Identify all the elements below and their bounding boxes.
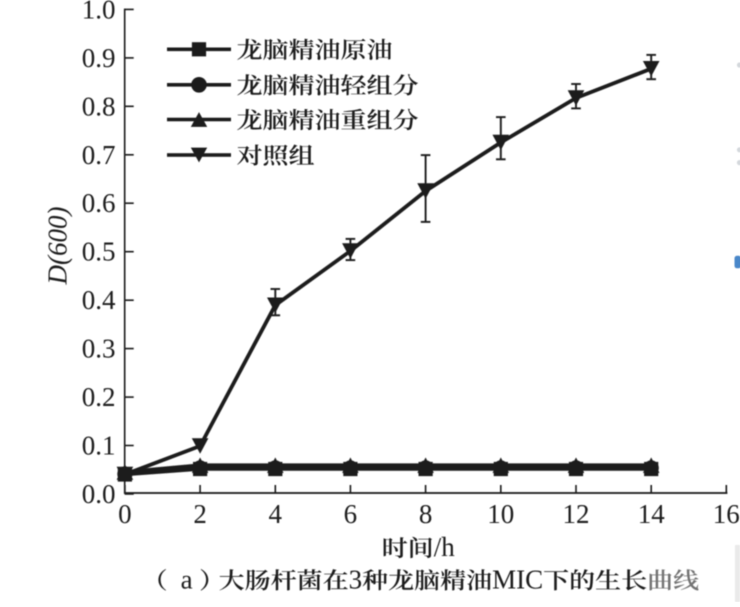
- svg-text:0: 0: [118, 499, 132, 529]
- svg-text:0.8: 0.8: [82, 91, 116, 121]
- svg-text:/h: /h: [434, 532, 456, 562]
- svg-text:6: 6: [344, 499, 358, 529]
- svg-text:D(600): D(600): [43, 207, 73, 286]
- svg-text:0.6: 0.6: [82, 188, 116, 218]
- svg-text:MIC: MIC: [492, 565, 543, 595]
- svg-text:0.1: 0.1: [82, 431, 116, 461]
- svg-text:0.0: 0.0: [82, 479, 116, 509]
- svg-text:4: 4: [269, 499, 283, 529]
- svg-text:16: 16: [713, 499, 740, 529]
- svg-text:2: 2: [193, 499, 207, 529]
- svg-text:0.9: 0.9: [82, 43, 116, 73]
- svg-text:a: a: [181, 565, 193, 595]
- svg-text:14: 14: [638, 499, 666, 529]
- svg-text:3: 3: [349, 565, 363, 595]
- svg-text:0.4: 0.4: [82, 285, 116, 315]
- svg-text:8: 8: [419, 499, 433, 529]
- svg-text:1.0: 1.0: [82, 0, 116, 24]
- svg-text:10: 10: [487, 499, 514, 529]
- svg-text:0.2: 0.2: [82, 382, 116, 412]
- svg-text:0.5: 0.5: [82, 237, 116, 267]
- svg-text:0.3: 0.3: [82, 334, 116, 364]
- svg-text:0.7: 0.7: [82, 140, 116, 170]
- svg-text:12: 12: [563, 499, 590, 529]
